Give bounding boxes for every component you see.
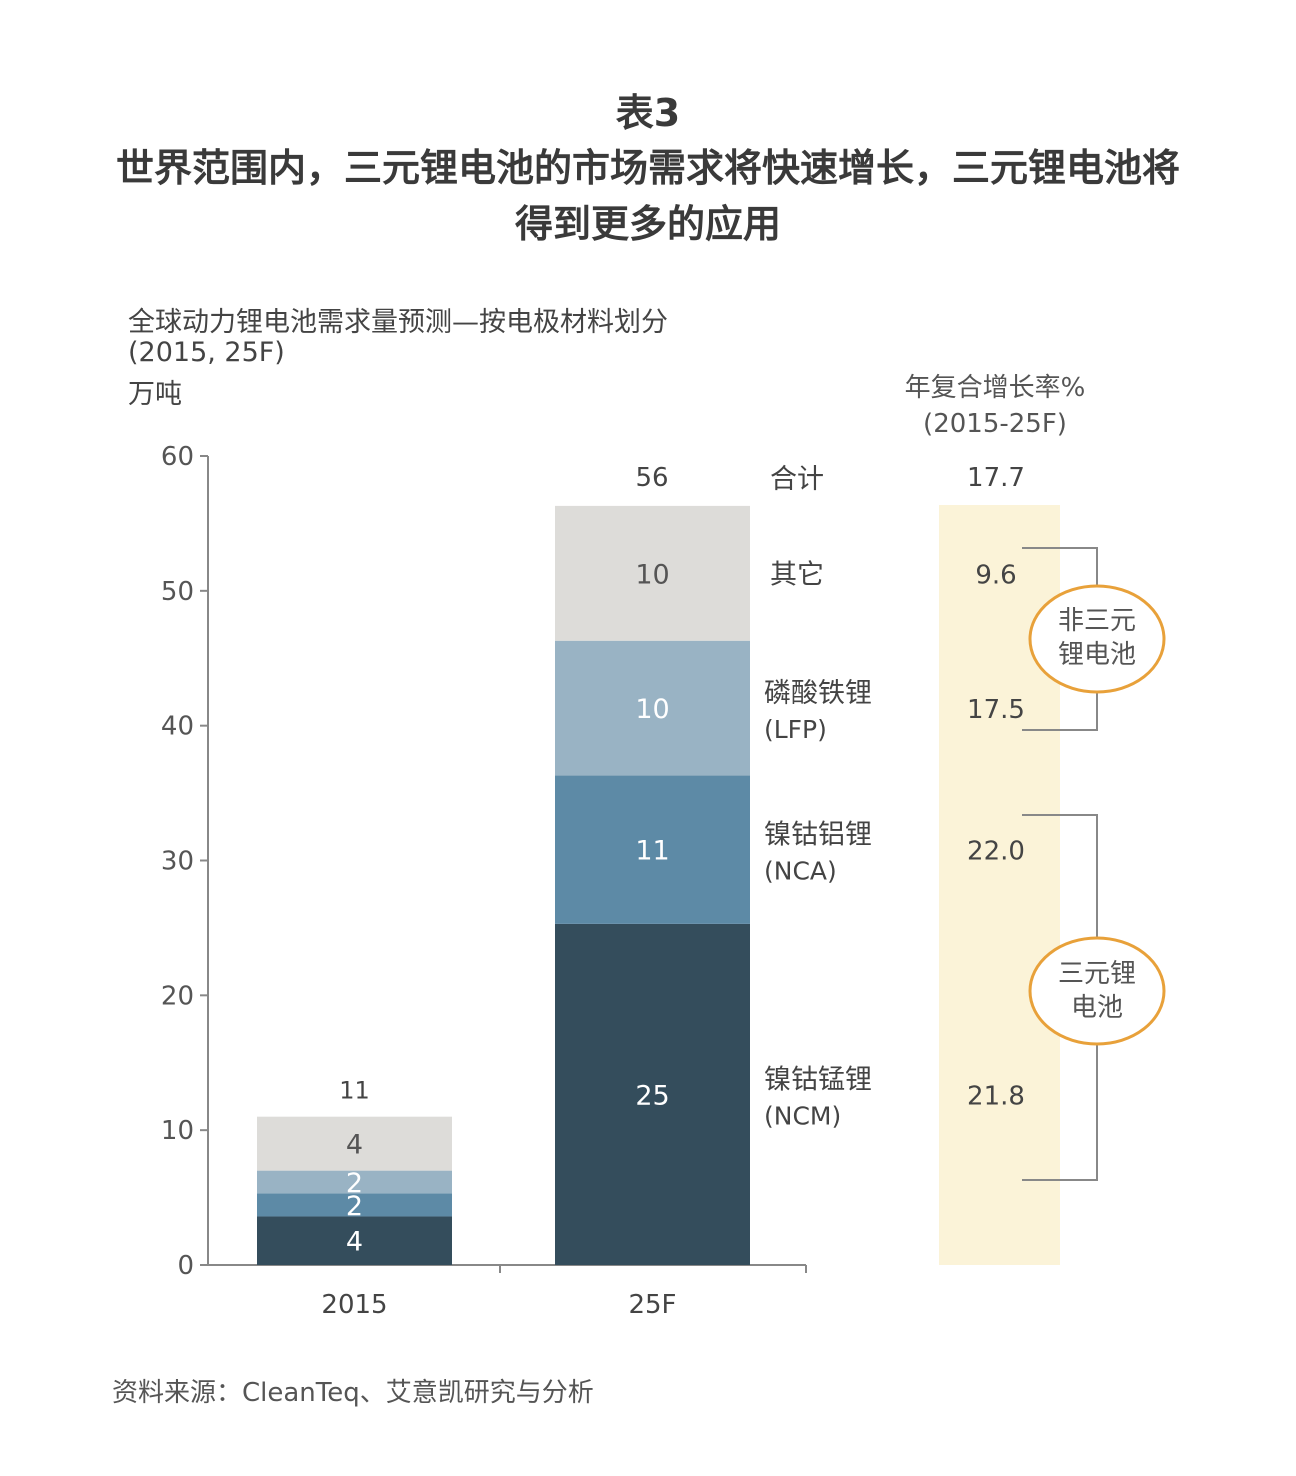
group-ellipse-ncm: [1028, 936, 1166, 1046]
bar-segment-other: [257, 1116, 452, 1171]
bar-segment-lfp: [257, 1170, 452, 1194]
chart-subtitle: 全球动力锂电池需求量预测—按电极材料划分: [128, 307, 668, 338]
y-tick-label: 40: [161, 712, 194, 742]
source-note: 资料来源：CleanTeq、艾意凯研究与分析: [112, 1378, 594, 1408]
group-label-ncm: 三元锂 电池: [1030, 957, 1164, 1025]
series-label: (LFP): [764, 715, 827, 744]
bar-segment-other: [555, 505, 750, 641]
cagr-value: 22.0: [967, 837, 1025, 867]
series-label: 其它: [770, 559, 824, 590]
bar-segment-nca: [257, 1193, 452, 1217]
cagr-total-value: 17.7: [967, 463, 1025, 493]
series-label: 磷酸铁锂: [764, 678, 872, 709]
y-tick-label: 30: [161, 847, 194, 877]
group-label-non-ncm-line1: 非三元: [1057, 606, 1136, 636]
x-tick-label: 2015: [321, 1290, 387, 1320]
bar-segment-nca: [555, 775, 750, 924]
cagr-header-line2: (2015-25F): [923, 409, 1067, 439]
y-tick-label: 0: [177, 1251, 194, 1281]
data-label: 11: [635, 836, 669, 867]
data-label: 10: [635, 694, 669, 725]
y-tick-label: 10: [161, 1116, 194, 1146]
bar-total-label: 56: [635, 463, 668, 493]
cagr-header: 年复合增长率% (2015-25F): [880, 370, 1110, 442]
y-tick-label: 20: [161, 981, 194, 1011]
group-label-non-ncm-line2: 锂电池: [1057, 640, 1136, 670]
y-tick-label: 50: [161, 577, 194, 607]
bar-segment-lfp: [555, 640, 750, 776]
cagr-header-line1: 年复合增长率%: [904, 373, 1086, 403]
series-label: (NCM): [764, 1101, 841, 1130]
data-label: 4: [346, 1227, 363, 1258]
series-label: (NCA): [764, 857, 837, 886]
total-label: 合计: [770, 464, 824, 495]
group-label-ncm-line2: 电池: [1070, 993, 1123, 1023]
data-label: 2: [346, 1191, 363, 1222]
y-tick-label: 60: [161, 442, 194, 472]
cagr-value: 9.6: [975, 560, 1016, 590]
y-axis-unit: 万吨: [128, 379, 182, 410]
cagr-value: 17.5: [967, 695, 1025, 725]
group-ellipse-non-ncm: [1028, 584, 1166, 694]
group-label-non-ncm: 非三元 锂电池: [1030, 604, 1164, 672]
data-label: 4: [346, 1130, 363, 1161]
chart-number: 表3: [615, 91, 681, 135]
chart-title: 世界范围内，三元锂电池的市场需求将快速增长，三元锂电池将得到更多的应用: [115, 146, 1180, 246]
data-label: 2: [346, 1168, 363, 1199]
x-tick-label: 25F: [628, 1290, 676, 1320]
bar-total-label: 11: [339, 1077, 370, 1105]
chart-subtitle-years: (2015, 25F): [128, 337, 285, 368]
series-label: 镍钴铝锂: [764, 820, 872, 851]
bar-segment-ncm: [257, 1216, 452, 1265]
data-label: 10: [635, 559, 669, 590]
group-label-ncm-line1: 三元锂: [1057, 959, 1136, 989]
series-label: 镍钴锰锂: [764, 1064, 872, 1095]
cagr-value: 21.8: [967, 1081, 1025, 1111]
bar-segment-ncm: [555, 923, 750, 1265]
data-label: 25: [635, 1080, 669, 1111]
